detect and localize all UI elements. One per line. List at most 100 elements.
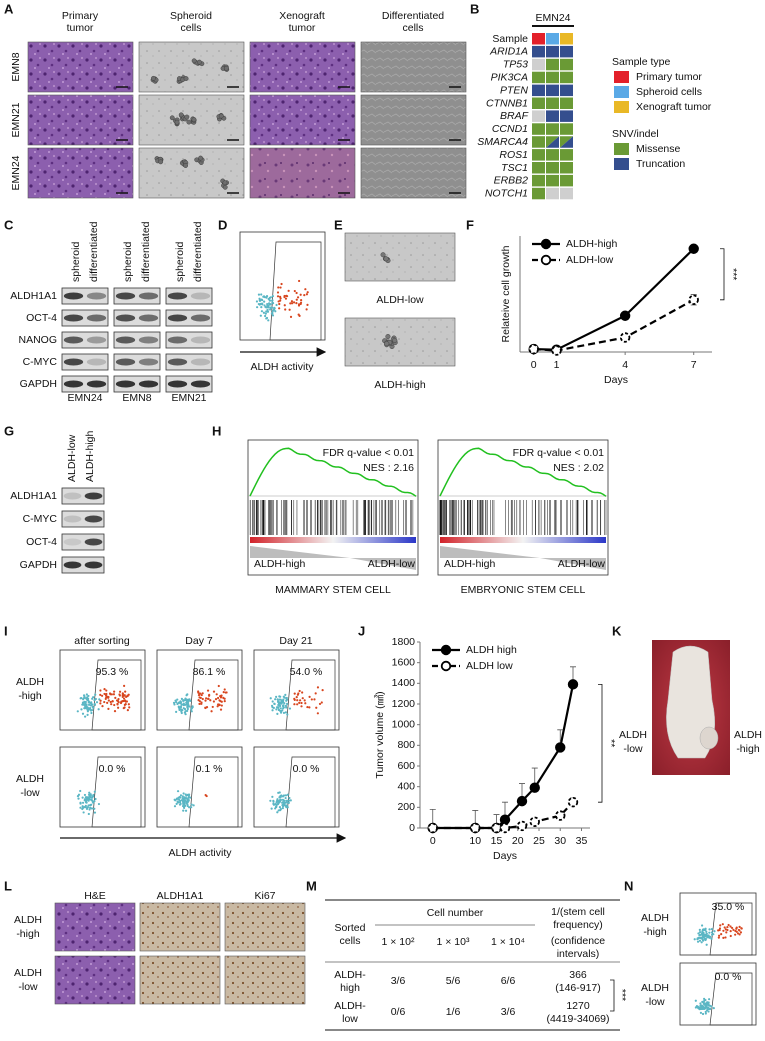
table-cell: 5/6 — [446, 975, 461, 987]
event — [186, 693, 189, 696]
event — [314, 692, 317, 695]
column-header: cells — [180, 22, 201, 34]
y-tick-label: 1200 — [392, 698, 416, 710]
panel-label: N — [624, 878, 633, 893]
column-header: cells — [402, 22, 423, 34]
y-tick-label: 1400 — [392, 677, 416, 689]
tumor — [699, 726, 719, 750]
legend-label: Missense — [636, 143, 681, 155]
event — [224, 691, 227, 694]
event — [88, 808, 91, 811]
event — [184, 809, 188, 812]
event — [293, 703, 296, 706]
phenotype-label: ALDH-high — [254, 558, 306, 570]
event — [293, 692, 296, 695]
legend-swatch — [614, 71, 629, 83]
event — [705, 943, 708, 946]
cell — [532, 123, 545, 135]
table-cell: (146-917) — [555, 982, 601, 994]
row-label: -high — [18, 690, 42, 702]
event — [99, 699, 102, 702]
data-point — [688, 243, 699, 254]
event — [740, 927, 743, 930]
side-label: ALDH — [619, 729, 647, 741]
event — [726, 925, 729, 929]
event — [290, 300, 294, 303]
event — [103, 700, 106, 704]
cell — [560, 84, 573, 97]
event — [271, 309, 274, 313]
sample-cell — [532, 33, 545, 45]
band — [86, 292, 107, 300]
event — [279, 695, 282, 698]
event — [217, 684, 220, 688]
event — [289, 799, 292, 802]
event — [86, 713, 89, 716]
rank-bar — [440, 537, 606, 543]
event — [190, 803, 193, 806]
y-axis-label: Relateive cell growth — [500, 245, 512, 342]
micrograph — [139, 902, 221, 952]
event — [724, 928, 727, 931]
blot — [61, 287, 109, 305]
cell-cluster — [384, 341, 390, 347]
event — [698, 939, 702, 942]
legend-swatch — [614, 86, 629, 98]
event — [700, 1007, 703, 1010]
enrichment-curve — [249, 447, 417, 497]
column-header: ALDH-low — [66, 434, 78, 482]
event — [215, 693, 218, 696]
event — [184, 797, 187, 800]
event — [216, 703, 220, 706]
event — [283, 294, 286, 298]
protein-label: OCT-4 — [26, 312, 57, 324]
event — [182, 809, 185, 812]
event — [274, 310, 277, 313]
event — [183, 802, 186, 806]
event — [207, 697, 210, 700]
y-tick-label: 600 — [397, 760, 415, 772]
phenotype-label: ALDH-low — [368, 558, 416, 570]
event — [83, 793, 87, 797]
panel-label: J — [358, 623, 365, 638]
event — [211, 705, 214, 709]
event — [271, 299, 274, 302]
table-header: (confidence — [551, 935, 605, 947]
event — [729, 925, 732, 928]
cell — [546, 45, 559, 58]
legend-marker — [440, 660, 452, 672]
gate — [709, 902, 753, 956]
percent-label: 0.1 % — [196, 763, 223, 775]
column-header: EMN24 — [535, 12, 570, 24]
column-header: tumor — [289, 22, 316, 34]
significance: *** — [727, 268, 739, 280]
table-cell: 6/6 — [501, 975, 516, 987]
legend-marker — [540, 238, 552, 250]
event — [82, 697, 85, 700]
cell — [560, 123, 573, 135]
event — [282, 704, 285, 707]
event — [697, 936, 700, 939]
cell — [560, 97, 573, 109]
event — [219, 700, 222, 703]
data-point — [516, 795, 528, 807]
band — [115, 380, 136, 388]
table-header: cells — [339, 935, 360, 947]
event — [216, 705, 219, 708]
event — [192, 804, 195, 807]
event — [284, 308, 287, 311]
significance-bracket — [610, 979, 615, 1012]
event — [704, 998, 707, 1002]
event — [267, 319, 270, 322]
event — [270, 807, 273, 810]
band — [84, 561, 103, 569]
gate — [269, 241, 322, 341]
event — [735, 926, 738, 929]
data-point — [688, 294, 699, 306]
event — [208, 693, 211, 696]
data-point — [528, 343, 539, 355]
row-label: ALDH- — [334, 969, 366, 981]
event — [315, 706, 318, 709]
event — [704, 935, 707, 938]
event — [180, 697, 183, 700]
